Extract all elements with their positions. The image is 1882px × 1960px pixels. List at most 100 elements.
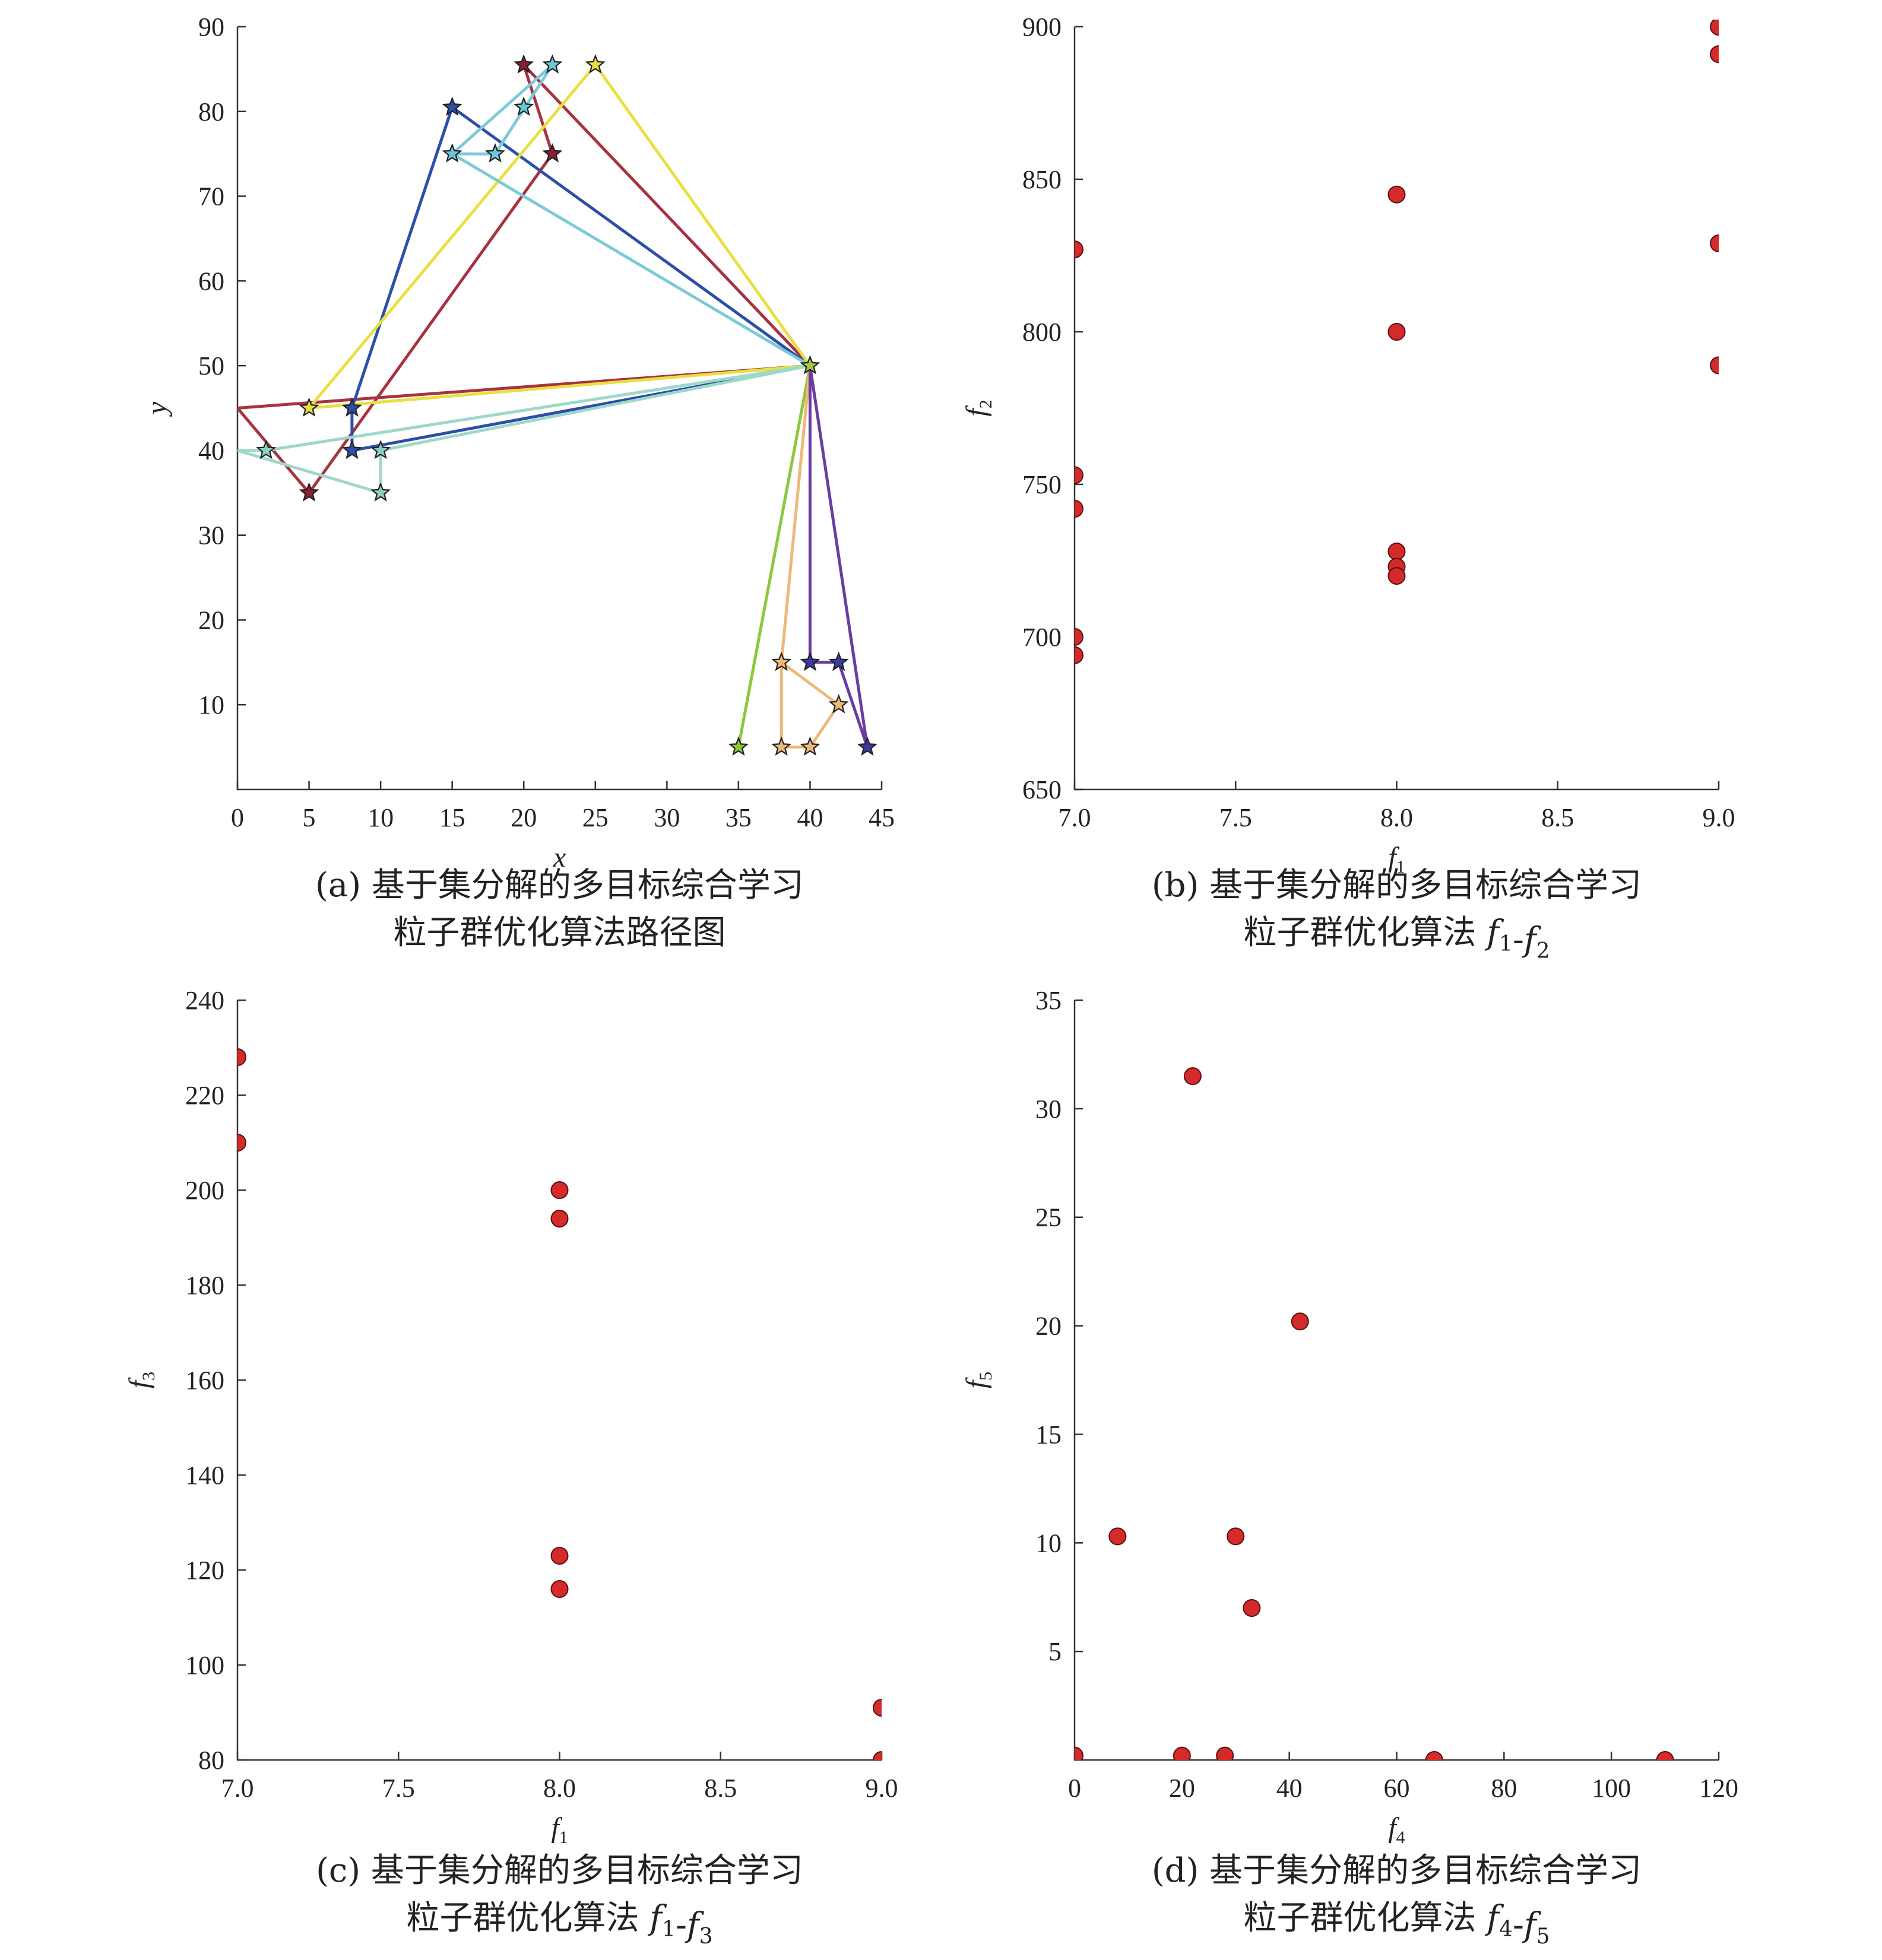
route-line [451, 63, 811, 367]
x-tick-label: 120 [1699, 1774, 1738, 1803]
city-star-marker [484, 143, 506, 163]
x-tick-label: 8.0 [543, 1774, 576, 1803]
x-tick-label: 20 [511, 803, 537, 832]
y-tick-label: 20 [1035, 1312, 1062, 1341]
city-star-marker [256, 439, 277, 459]
city-star-marker [800, 736, 820, 756]
city-star-marker [514, 54, 534, 74]
pareto-point [1291, 1312, 1309, 1331]
caption-line-2: 粒子群优化算法 f1-f2 [1243, 914, 1550, 963]
x-tick-label: 9.0 [866, 1774, 898, 1803]
x-tick-label: 40 [797, 803, 823, 832]
plot-area [237, 1048, 882, 1760]
y-tick-label: 60 [198, 267, 224, 296]
route-line [237, 364, 810, 494]
pareto-point [1108, 1527, 1127, 1546]
caption-text: 粒子群优化算法 [406, 1899, 649, 1937]
pareto-point [1075, 1746, 1083, 1760]
pareto-point [1243, 1599, 1261, 1617]
pareto-point [237, 1048, 246, 1066]
caption-text: 粒子群优化算法 [1243, 1899, 1487, 1937]
caption-line-1: (d) 基于集分解的多目标综合学习 [1152, 1851, 1642, 1890]
y-tick-label: 850 [1022, 165, 1062, 194]
y-tick-label: 35 [1035, 986, 1062, 1015]
x-tick-label: 8.0 [1380, 803, 1413, 832]
pareto-point [550, 1181, 569, 1199]
x-tick-label: 35 [725, 803, 752, 832]
pareto-point [1387, 323, 1406, 341]
city-star-marker [771, 736, 792, 756]
city-star-marker [828, 651, 849, 671]
city-star-marker [542, 54, 563, 74]
pareto-point [1710, 45, 1719, 64]
pareto-point [1710, 234, 1719, 252]
city-star-marker [585, 54, 606, 74]
axis-spines [236, 1000, 882, 1761]
chart-panel-c: 7.0 7.5 8.0 8.5 9.0 80 100 120 140 160 180 200 220 24… [123, 986, 898, 1949]
x-tick-label: 0 [1068, 1774, 1081, 1803]
x-tick-label: 15 [439, 803, 465, 832]
y-axis-label-subscript: 2 [976, 399, 996, 408]
x-tick-label: 8.5 [704, 1774, 737, 1803]
y-axis-label-subscript: 5 [976, 1372, 996, 1381]
x-axis-label-subscript: 4 [1396, 1828, 1405, 1847]
x-tick-label: 45 [869, 803, 895, 832]
pareto-point [237, 1134, 246, 1152]
city-star-marker [370, 482, 391, 502]
x-tick-label: 10 [367, 803, 394, 832]
y-tick-label: 750 [1022, 470, 1062, 499]
x-tick-label: 5 [303, 803, 316, 832]
y-tick-label: 30 [198, 521, 224, 550]
pareto-point [873, 1699, 882, 1717]
pareto-point [1387, 567, 1406, 585]
x-axis-label: x [553, 842, 566, 873]
x-tick-label: 7.5 [382, 1774, 415, 1803]
pareto-point [1183, 1067, 1202, 1085]
pareto-point [1075, 646, 1083, 664]
city-star-marker [800, 651, 820, 671]
x-tick-label: 20 [1169, 1774, 1195, 1803]
plot-area [1075, 1067, 1674, 1760]
pareto-point [1387, 185, 1406, 204]
y-tick-label: 180 [185, 1271, 224, 1300]
caption-line-1: (a) 基于集分解的多目标综合学习 [315, 866, 804, 905]
city-star-marker [771, 651, 792, 671]
y-tick-label: 650 [1022, 775, 1062, 804]
x-tick-label: 60 [1384, 1774, 1410, 1803]
x-tick-label: 80 [1491, 1774, 1517, 1803]
caption-var-subscript: 3 [699, 1924, 713, 1949]
axis-spines [1073, 27, 1719, 791]
pareto-point [1075, 628, 1083, 646]
city-star-marker [341, 397, 363, 417]
caption-line-2: 粒子群优化算法 f4-f5 [1243, 1899, 1550, 1949]
y-axis-label: f3 [123, 1372, 159, 1388]
pareto-point [550, 1547, 569, 1565]
caption-dash: - [1513, 1906, 1524, 1945]
y-tick-label: 10 [198, 690, 224, 719]
plot-area [1075, 20, 1719, 664]
caption-line-1: (b) 基于集分解的多目标综合学习 [1152, 866, 1642, 905]
x-tick-label: 25 [582, 803, 609, 832]
city-star-marker [542, 143, 563, 163]
y-axis-label: f5 [961, 1372, 996, 1388]
pareto-point [550, 1210, 569, 1228]
y-tick-label: 10 [1035, 1528, 1062, 1558]
pareto-point [1173, 1746, 1191, 1760]
city-star-marker [341, 439, 363, 459]
chart-panel-b: 7.0 7.5 8.0 8.5 9.0650700750800850900f1f2(b)… [961, 12, 1735, 963]
city-star-marker [857, 736, 878, 756]
x-tick-label: 0 [231, 803, 244, 832]
x-tick-label: 7.0 [1059, 803, 1091, 832]
city-star-marker [442, 96, 462, 116]
caption-dash: - [676, 1906, 687, 1945]
route-line [237, 63, 812, 494]
caption-line-2: 粒子群优化算法路径图 [394, 914, 726, 952]
caption-var-subscript: 2 [1536, 939, 1550, 963]
axis-spines [1073, 1000, 1719, 1761]
city-star-marker [514, 96, 534, 116]
city-star-marker [299, 397, 319, 417]
caption-dash: - [1513, 921, 1524, 959]
y-tick-label: 25 [1035, 1203, 1062, 1232]
y-tick-label: 20 [198, 605, 224, 635]
